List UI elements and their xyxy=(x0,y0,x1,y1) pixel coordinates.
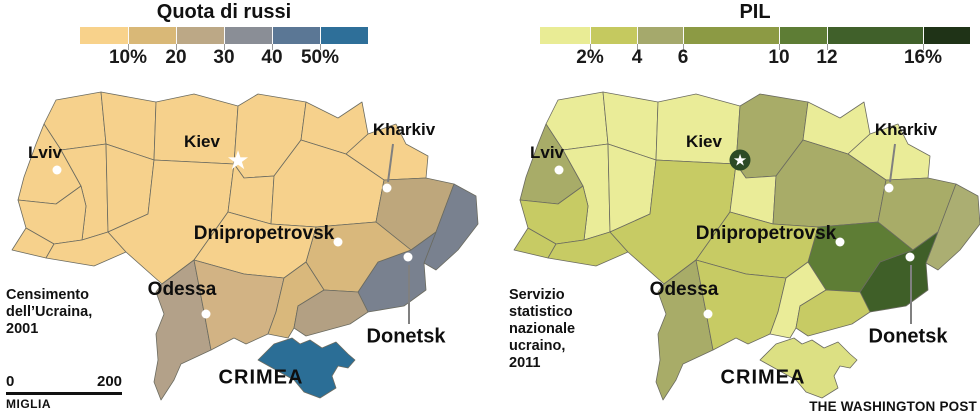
donetsk-city-dot xyxy=(403,252,413,262)
dnipropetrovsk-label: Dnipropetrovsk xyxy=(695,223,837,244)
right-source-caption: Servizio statistico nazionale ucraino, 2… xyxy=(509,287,575,372)
region-zaporizhzhia xyxy=(795,289,871,337)
scalebar-end: 200 xyxy=(97,373,123,390)
ukraine-map-russian-share: ★ xyxy=(11,91,479,401)
lviv-label: Lviv xyxy=(529,143,565,162)
kharkiv-leader-line xyxy=(889,143,896,183)
left-legend-title: Quota di russi xyxy=(156,1,292,23)
legend-tick-label: 10% xyxy=(108,47,148,68)
legend-swatch xyxy=(176,27,224,44)
left-legend-color-scale xyxy=(80,27,368,44)
kiev-capital-star-icon: ★ xyxy=(733,153,747,170)
scalebar-unit: MIGLIA xyxy=(6,397,51,411)
legend-swatch xyxy=(272,27,320,44)
donetsk-label: Donetsk xyxy=(366,325,446,348)
legend-tick-label: 2% xyxy=(576,47,604,68)
legend-swatch xyxy=(683,27,779,44)
legend-tick xyxy=(923,44,924,50)
legend-tick-label: 16% xyxy=(903,47,943,68)
legend-tick xyxy=(683,44,684,50)
lviv-city-dot xyxy=(554,165,564,175)
legend-swatch xyxy=(637,27,683,44)
crimea-label: CRIMEA xyxy=(720,366,806,389)
lviv-city-dot xyxy=(52,165,62,175)
legend-swatch xyxy=(923,27,970,44)
scalebar-start: 0 xyxy=(6,373,15,390)
legend-swatch xyxy=(224,27,272,44)
legend-tick xyxy=(272,44,273,50)
caption-line: 2011 xyxy=(509,355,541,371)
legend-swatch xyxy=(128,27,176,44)
legend-swatch xyxy=(540,27,590,44)
region-zhytomyr xyxy=(655,93,741,165)
legend-tick xyxy=(176,44,177,50)
caption-line: Censimento xyxy=(6,287,89,303)
legend-tick-label: 50% xyxy=(300,47,340,68)
legend-tick-label: 6 xyxy=(677,47,689,68)
right-legend-title: PIL xyxy=(739,1,771,23)
publisher-credit: THE WASHINGTON POST xyxy=(809,399,977,414)
kiev-capital-star-icon: ★ xyxy=(226,145,249,175)
legend-tick-label: 10 xyxy=(768,47,790,68)
legend-tick-label: 20 xyxy=(165,47,187,68)
kharkiv-label: Kharkiv xyxy=(874,120,938,139)
kiev-label: Kiev xyxy=(686,132,722,151)
left-source-caption: Censimento dell’Ucraina, 2001 xyxy=(6,287,92,338)
dnipropetrovsk-label: Dnipropetrovsk xyxy=(193,223,335,244)
caption-line: Servizio xyxy=(509,287,565,303)
kharkiv-city-dot xyxy=(382,183,392,193)
dnipropetrovsk-city-dot xyxy=(835,237,845,247)
donetsk-label: Donetsk xyxy=(868,325,948,348)
odessa-label: Odessa xyxy=(147,279,217,300)
kharkiv-city-dot xyxy=(884,183,894,193)
caption-line: dell’Ucraina, xyxy=(6,304,93,320)
region-crimea xyxy=(257,337,356,399)
crimea-label: CRIMEA xyxy=(218,366,304,389)
legend-tick-label: 30 xyxy=(213,47,235,68)
legend-tick xyxy=(779,44,780,50)
legend-swatch xyxy=(827,27,923,44)
caption-line: nazionale xyxy=(509,321,576,337)
legend-tick xyxy=(320,44,321,50)
kiev-label: Kiev xyxy=(184,132,220,151)
region-zaporizhzhia xyxy=(293,289,369,337)
legend-swatch xyxy=(80,27,128,44)
kharkiv-label: Kharkiv xyxy=(372,120,436,139)
lviv-label: Lviv xyxy=(27,143,63,162)
region-mykolaiv xyxy=(193,259,285,351)
dnipropetrovsk-city-dot xyxy=(333,237,343,247)
legend-swatch xyxy=(320,27,368,44)
legend-tick xyxy=(224,44,225,50)
caption-line: statistico xyxy=(509,304,573,320)
caption-line: 2001 xyxy=(6,321,39,337)
region-crimea xyxy=(759,337,858,399)
legend-swatch xyxy=(590,27,637,44)
legend-tick xyxy=(590,44,591,50)
legend-tick-label: 40 xyxy=(261,47,283,68)
legend-tick-label: 4 xyxy=(631,47,643,68)
odessa-city-dot xyxy=(703,309,713,319)
legend-tick xyxy=(827,44,828,50)
scalebar-line xyxy=(6,392,122,395)
odessa-city-dot xyxy=(201,309,211,319)
right-map-panel: PIL ★ Servizio statistico nazionale ucra… xyxy=(497,0,980,418)
left-map-panel: Quota di russi ★ Censimento dell’Ucraina… xyxy=(6,1,479,411)
kiev-capital-circle xyxy=(729,149,751,171)
region-mykolaiv xyxy=(695,259,787,351)
legend-tick-label: 12 xyxy=(816,47,838,68)
legend-tick xyxy=(128,44,129,50)
legend-tick xyxy=(637,44,638,50)
kharkiv-leader-line xyxy=(387,143,394,183)
legend-swatch xyxy=(779,27,827,44)
ukraine-map-gdp: ★ xyxy=(513,91,980,401)
right-legend-color-scale xyxy=(540,27,970,44)
odessa-label: Odessa xyxy=(649,279,719,300)
donetsk-city-dot xyxy=(905,252,915,262)
caption-line: ucraino, xyxy=(509,338,566,354)
